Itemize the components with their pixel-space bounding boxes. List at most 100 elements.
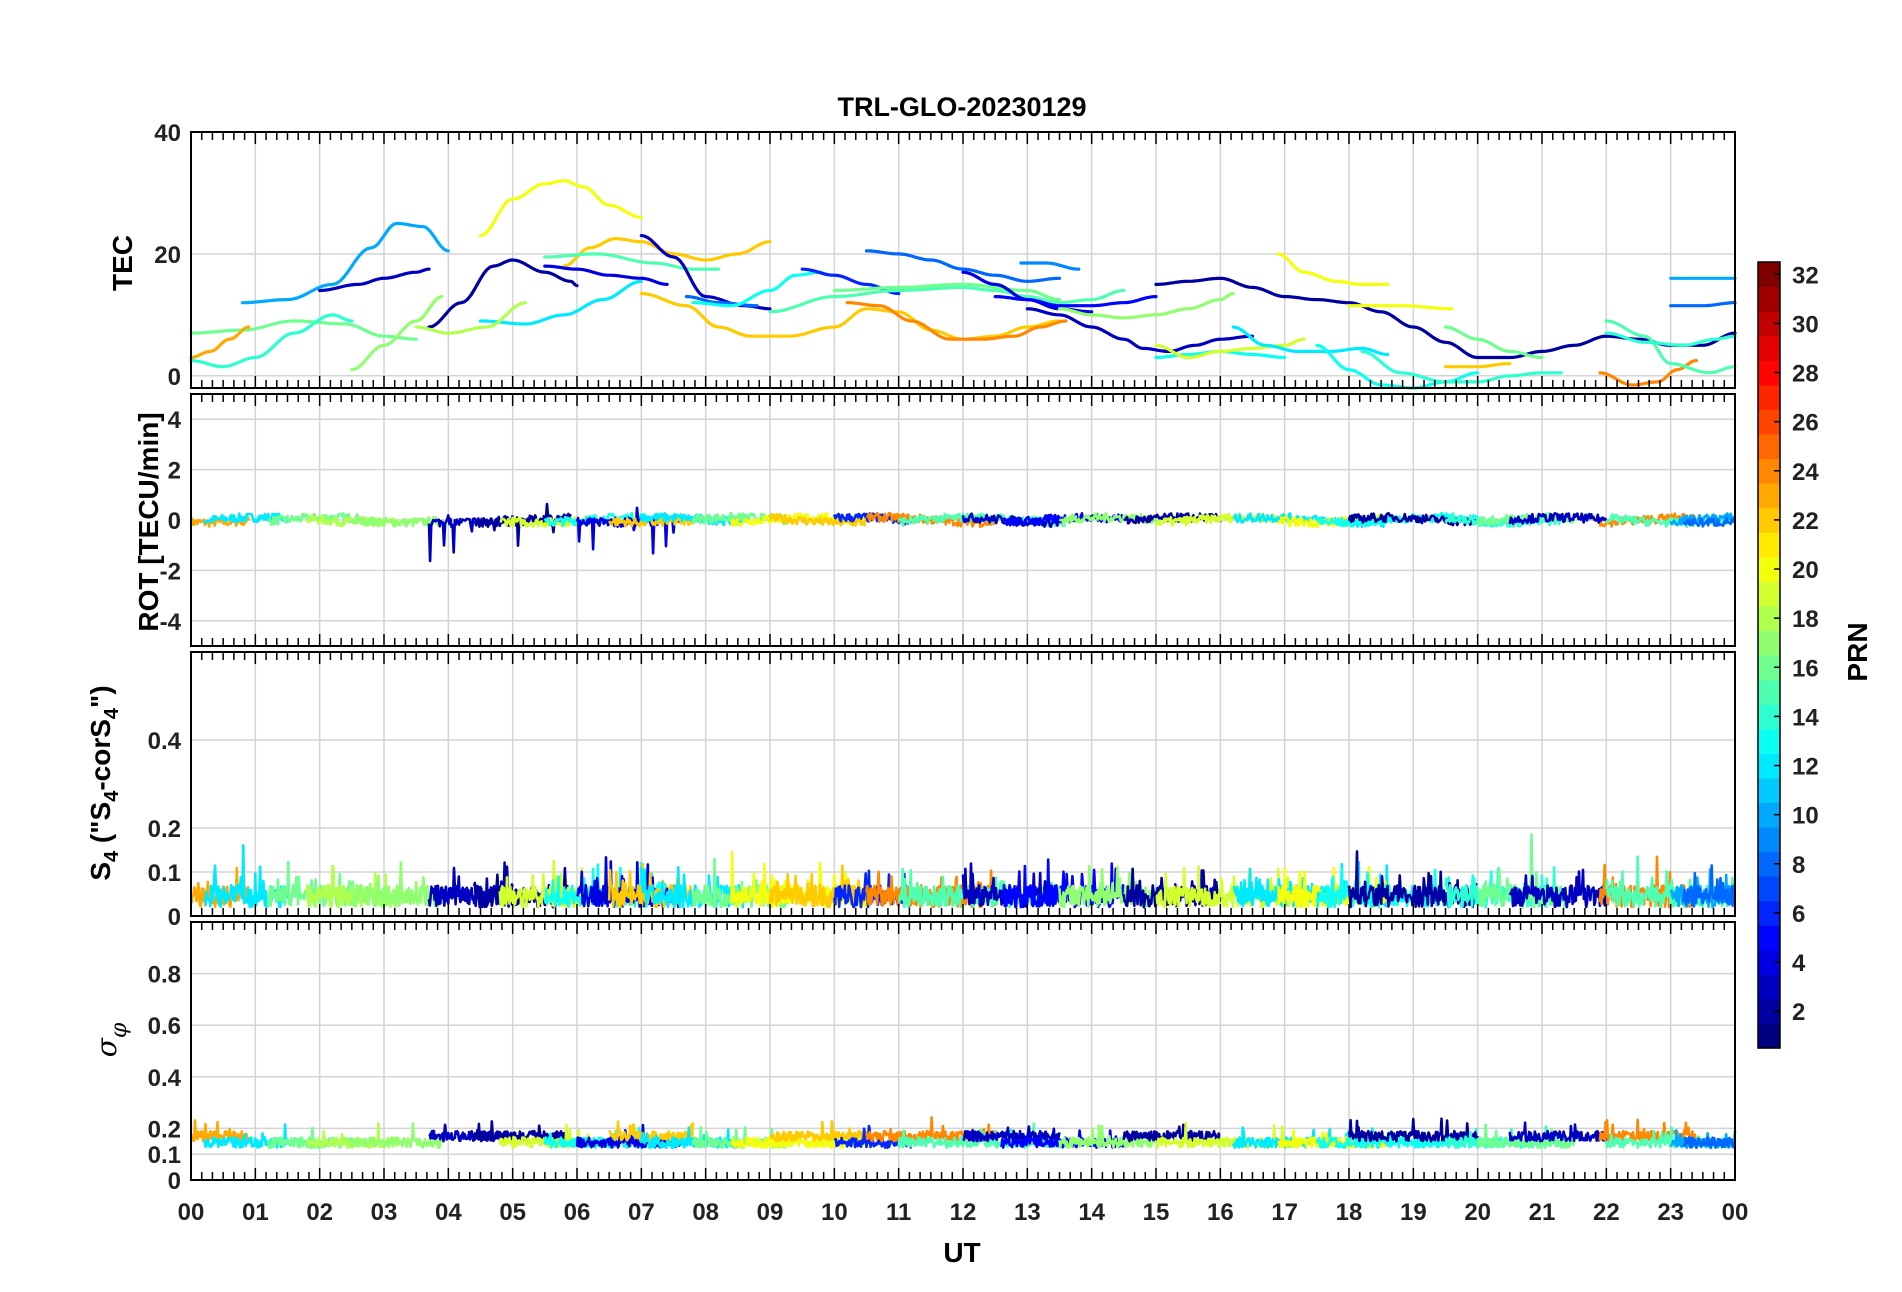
rot-series-prn-17: [350, 515, 444, 528]
tec-series-prn-19: [1154, 337, 1306, 360]
s4-series-prn-3: [1508, 868, 1608, 909]
tec-traces: [189, 179, 1737, 390]
figure-title: TRL-GLO-20230129: [837, 92, 1086, 122]
colorbar-swatch: [1758, 286, 1780, 312]
colorbar-tick-label: 12: [1792, 754, 1819, 781]
rot-series-prn-3: [427, 514, 514, 563]
tec-series-prn-2: [1154, 276, 1737, 360]
colorbar-tick-label: 14: [1792, 704, 1819, 731]
sigma-phi-traces: [189, 1116, 1737, 1149]
colorbar-swatch: [1758, 458, 1780, 484]
tec-series-prn-15: [543, 252, 721, 271]
tec-series-prn-23: [189, 325, 251, 360]
colorbar-frame: [1757, 261, 1781, 1049]
sigma-phi-series-prn-17: [350, 1122, 444, 1149]
colorbar-tick-label: 20: [1792, 557, 1819, 584]
colorbar-swatch: [1758, 507, 1780, 533]
colorbar-swatch: [1758, 876, 1780, 902]
x-tick-label: 08: [692, 1199, 719, 1226]
colorbar-tick-label: 30: [1792, 311, 1819, 338]
tec-series-prn-24: [845, 301, 1068, 341]
tec-series-prn-4: [543, 264, 669, 286]
tec-y-tick-label: 20: [154, 242, 181, 269]
tec-axis-title: TEC: [107, 235, 138, 291]
colorbar-swatch: [1758, 532, 1780, 558]
tec-series-prn-15: [1604, 319, 1737, 375]
s4-traces: [189, 833, 1737, 909]
tec-series-prn-3: [1025, 307, 1255, 353]
rot-y-tick-label: -4: [160, 609, 182, 636]
sigma-phi-series-prn-20: [1277, 1129, 1389, 1149]
tec-series-prn-3: [318, 267, 431, 293]
rot-y-tick-label: 4: [168, 407, 182, 434]
x-tick-label: 11: [886, 1199, 911, 1226]
x-tick-label: 09: [757, 1199, 784, 1226]
sigma-phi-series-prn-22: [608, 1120, 695, 1143]
tec-y-tick-label: 40: [154, 120, 181, 147]
x-tick-label: 05: [499, 1199, 526, 1226]
sigma-phi-series-prn-2: [1122, 1123, 1222, 1143]
x-tick-label: 21: [1529, 1199, 1556, 1226]
x-axis-title: UT: [943, 1237, 980, 1268]
x-tick-label: 06: [564, 1199, 591, 1226]
tec-series-prn-20: [1347, 304, 1454, 311]
sigma-y-tick-label: 0.8: [148, 962, 181, 989]
s4-panel: 0 0.1 0.2 0.4: [148, 651, 1737, 931]
tec-series-prn-8: [684, 295, 759, 308]
s4-y-tick-label: 0.2: [148, 816, 181, 843]
tec-series-prn-16: [1443, 325, 1544, 360]
colorbar-tick-label: 18: [1792, 606, 1819, 633]
tec-series-prn-2: [427, 258, 579, 329]
s4-y-tick-label: 0: [168, 904, 181, 931]
colorbar-swatch: [1758, 605, 1780, 632]
s4-y-tick-label: 0.1: [148, 860, 181, 887]
colorbar-tick-label: 2: [1792, 999, 1805, 1026]
tec-series-prn-22: [1443, 362, 1512, 369]
colorbar-swatch: [1758, 949, 1780, 975]
tec-y-tick-label: 0: [168, 364, 181, 391]
colorbar-swatch: [1758, 483, 1780, 509]
x-tick-label: 16: [1207, 1199, 1234, 1226]
x-tick-label: 13: [1014, 1199, 1041, 1226]
rot-y-tick-label: -2: [160, 558, 181, 585]
x-tick-labels: 00 01 02 03 04 05 06 07 08 09 10 11 12 13 14 15 16 17 18 19…: [178, 1199, 1749, 1226]
x-tick-label: 19: [1400, 1199, 1427, 1226]
x-tick-label: 22: [1593, 1199, 1620, 1226]
colorbar-tick-label: 10: [1792, 803, 1819, 830]
colorbar-tick-label: 28: [1792, 361, 1819, 388]
colorbar-swatch: [1758, 851, 1780, 877]
tec-series-prn-13: [691, 270, 824, 308]
x-tick-label: 23: [1657, 1199, 1684, 1226]
sigma-phi-series-prn-3: [962, 1125, 1061, 1143]
s4-label-s: S: [85, 862, 116, 881]
x-tick-label: 00: [178, 1199, 205, 1226]
colorbar-swatch: [1758, 925, 1780, 951]
colorbar-tick-label: 22: [1792, 508, 1819, 535]
colorbar-swatch: [1758, 679, 1780, 705]
colorbar-tick-label: 26: [1792, 410, 1819, 437]
tec-series-prn-5: [993, 295, 1158, 308]
sigma-phi-series-prn-3: [1508, 1121, 1608, 1143]
s4-series-prn-8: [1682, 864, 1737, 908]
rot-panel: -4 -2 0 2 4: [160, 393, 1737, 647]
colorbar-swatch: [1758, 384, 1780, 410]
tec-series-prn-20: [478, 179, 643, 238]
tec-series-prn-22: [639, 291, 1062, 341]
s4-axis-title: S4 ("S4-corS4"): [85, 685, 123, 880]
x-tick-label: 18: [1336, 1199, 1363, 1226]
rot-series-prn-2: [1123, 512, 1222, 525]
colorbar-swatch: [1758, 802, 1780, 828]
colorbar-tick-label: 24: [1792, 459, 1819, 486]
sigma-phi-series-prn-20: [730, 1130, 868, 1149]
colorbar-swatch: [1758, 262, 1780, 288]
colorbar-swatch: [1758, 630, 1780, 656]
tec-series-prn-10: [240, 221, 450, 305]
colorbar-swatch: [1758, 826, 1780, 853]
colorbar-tick-label: 6: [1792, 901, 1805, 928]
rot-y-tick-label: 2: [168, 458, 181, 485]
s4-series-prn-14: [1444, 866, 1563, 909]
s4-y-tick-label: 0.4: [148, 728, 182, 755]
s4-label-open: ("S: [85, 802, 116, 851]
tec-series-prn-12: [1231, 325, 1390, 357]
tec-series-prn-9: [1019, 261, 1081, 271]
